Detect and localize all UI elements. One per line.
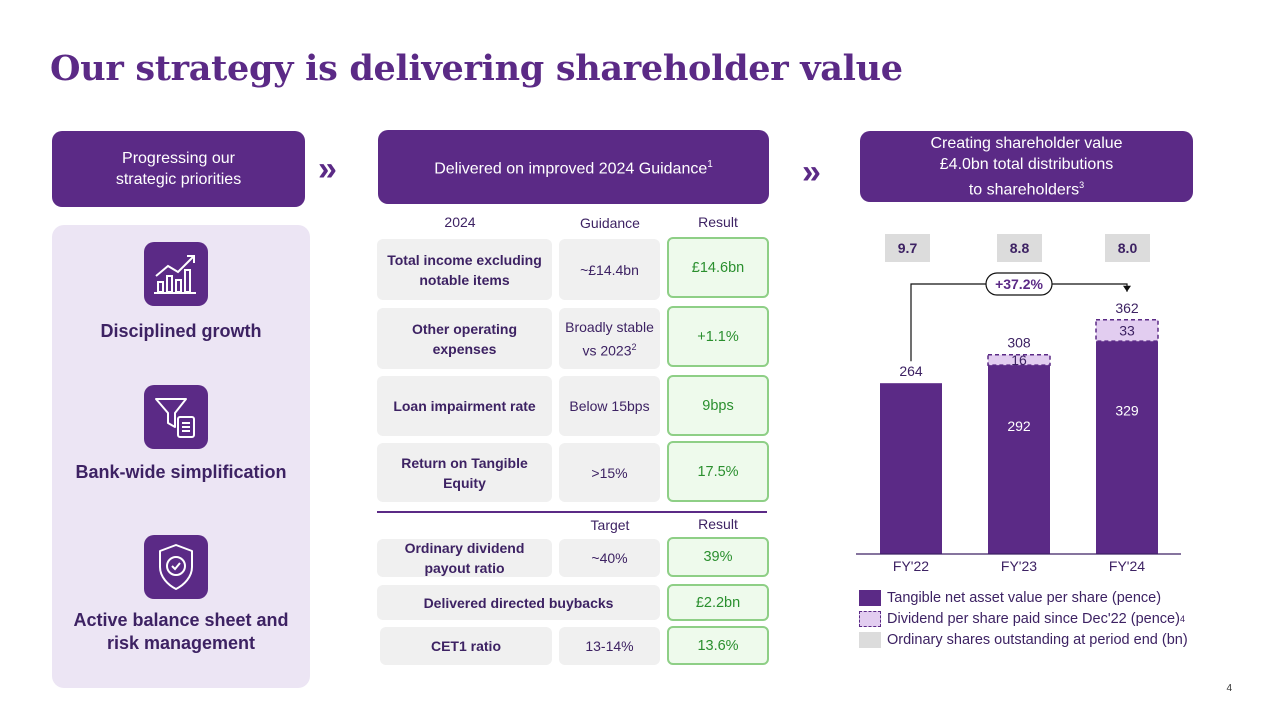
- growth-badge: [985, 272, 1053, 296]
- strategic-priorities-header: Progressing our strategic priorities: [52, 131, 305, 207]
- result-rote: 17.5%: [667, 441, 769, 502]
- label-tnav-2: 329: [1115, 403, 1139, 419]
- pillar-label-balance-sheet: Active balance sheet and risk management: [73, 610, 289, 653]
- legend-swatch-dividend: [859, 611, 881, 627]
- label-dividend-1: 16: [1011, 352, 1027, 368]
- legend-swatch-shares: [859, 632, 881, 648]
- shares-outstanding-fy23: 8.8: [997, 234, 1042, 262]
- bar-tnav-1: [988, 365, 1050, 554]
- chevron-right-icon: »: [318, 150, 337, 188]
- label-tnav-1: 292: [1007, 418, 1031, 434]
- shares-outstanding-fy22: 9.7: [885, 234, 930, 262]
- tick-label-0: FY'22: [893, 558, 929, 574]
- growth-label: +37.2%: [995, 276, 1043, 292]
- guidance-header: Delivered on improved 2024 Guidance1: [378, 130, 769, 204]
- column-header-target: Target: [590, 517, 630, 533]
- tick-label-1: FY'23: [1001, 558, 1037, 574]
- pillar-label-growth: Disciplined growth: [100, 321, 262, 341]
- bar-dividend-2: [1095, 319, 1159, 342]
- label-total-1: 308: [1007, 335, 1031, 351]
- bar-tnav-0: [880, 383, 942, 554]
- bar-tnav-2: [1096, 341, 1158, 554]
- shield-check-icon: [144, 535, 208, 599]
- guidance-rote: >15%: [559, 443, 660, 502]
- row-label-loan-impairment: Loan impairment rate: [377, 376, 552, 436]
- chevron-right-icon: »: [802, 153, 821, 191]
- target-dividend-payout: ~40%: [559, 539, 660, 577]
- table-divider: [377, 511, 767, 513]
- legend-dividend: Dividend per share paid since Dec'22 (pe…: [859, 611, 1185, 627]
- label-dividend-2: 33: [1119, 322, 1135, 338]
- page-number: 4: [1226, 683, 1232, 694]
- legend-tnav: Tangible net asset value per share (penc…: [859, 590, 1161, 606]
- shareholder-value-header: Creating shareholder value £4.0bn total …: [860, 131, 1193, 202]
- funnel-document-icon: [144, 385, 208, 449]
- result-loan-impairment: 9bps: [667, 375, 769, 436]
- result-buybacks: £2.2bn: [667, 584, 769, 621]
- row-label-operating-expenses: Other operating expenses: [377, 308, 552, 369]
- pillar-label-simplification: Bank-wide simplification: [75, 462, 287, 482]
- column-header-guidance: Guidance: [580, 215, 640, 231]
- row-label-buybacks: Delivered directed buybacks: [377, 585, 660, 620]
- bar-dividend-1: [987, 353, 1051, 366]
- guidance-loan-impairment: Below 15bps: [559, 376, 660, 436]
- guidance-total-income: ~£14.4bn: [559, 239, 660, 300]
- column-header-year: 2024: [444, 214, 476, 230]
- legend-shares: Ordinary shares outstanding at period en…: [859, 632, 1188, 648]
- label-total-0: 264: [899, 363, 923, 379]
- guidance-operating-expenses: Broadly stable vs 20232: [559, 308, 660, 369]
- target-cet1: 13-14%: [559, 627, 660, 665]
- result-total-income: £14.6bn: [667, 237, 769, 298]
- legend-swatch-tnav: [859, 590, 881, 606]
- row-label-rote: Return on Tangible Equity: [377, 443, 552, 502]
- row-label-cet1: CET1 ratio: [380, 627, 552, 665]
- column-header-result-2: Result: [698, 516, 738, 532]
- result-operating-expenses: +1.1%: [667, 306, 769, 367]
- page-title: Our strategy is delivering shareholder v…: [50, 48, 903, 89]
- row-label-total-income: Total income excluding notable items: [377, 239, 552, 300]
- strategic-pillars-panel: Disciplined growth Bank-wide simplificat…: [52, 225, 310, 688]
- row-label-dividend-payout: Ordinary dividend payout ratio: [377, 539, 552, 577]
- growth-arrow-head: [1123, 285, 1131, 292]
- column-header-result: Result: [698, 214, 738, 230]
- label-total-2: 362: [1115, 300, 1139, 316]
- result-dividend-payout: 39%: [667, 537, 769, 577]
- tick-label-2: FY'24: [1109, 558, 1145, 574]
- result-cet1: 13.6%: [667, 626, 769, 665]
- shares-outstanding-fy24: 8.0: [1105, 234, 1150, 262]
- growth-chart-icon: [144, 242, 208, 306]
